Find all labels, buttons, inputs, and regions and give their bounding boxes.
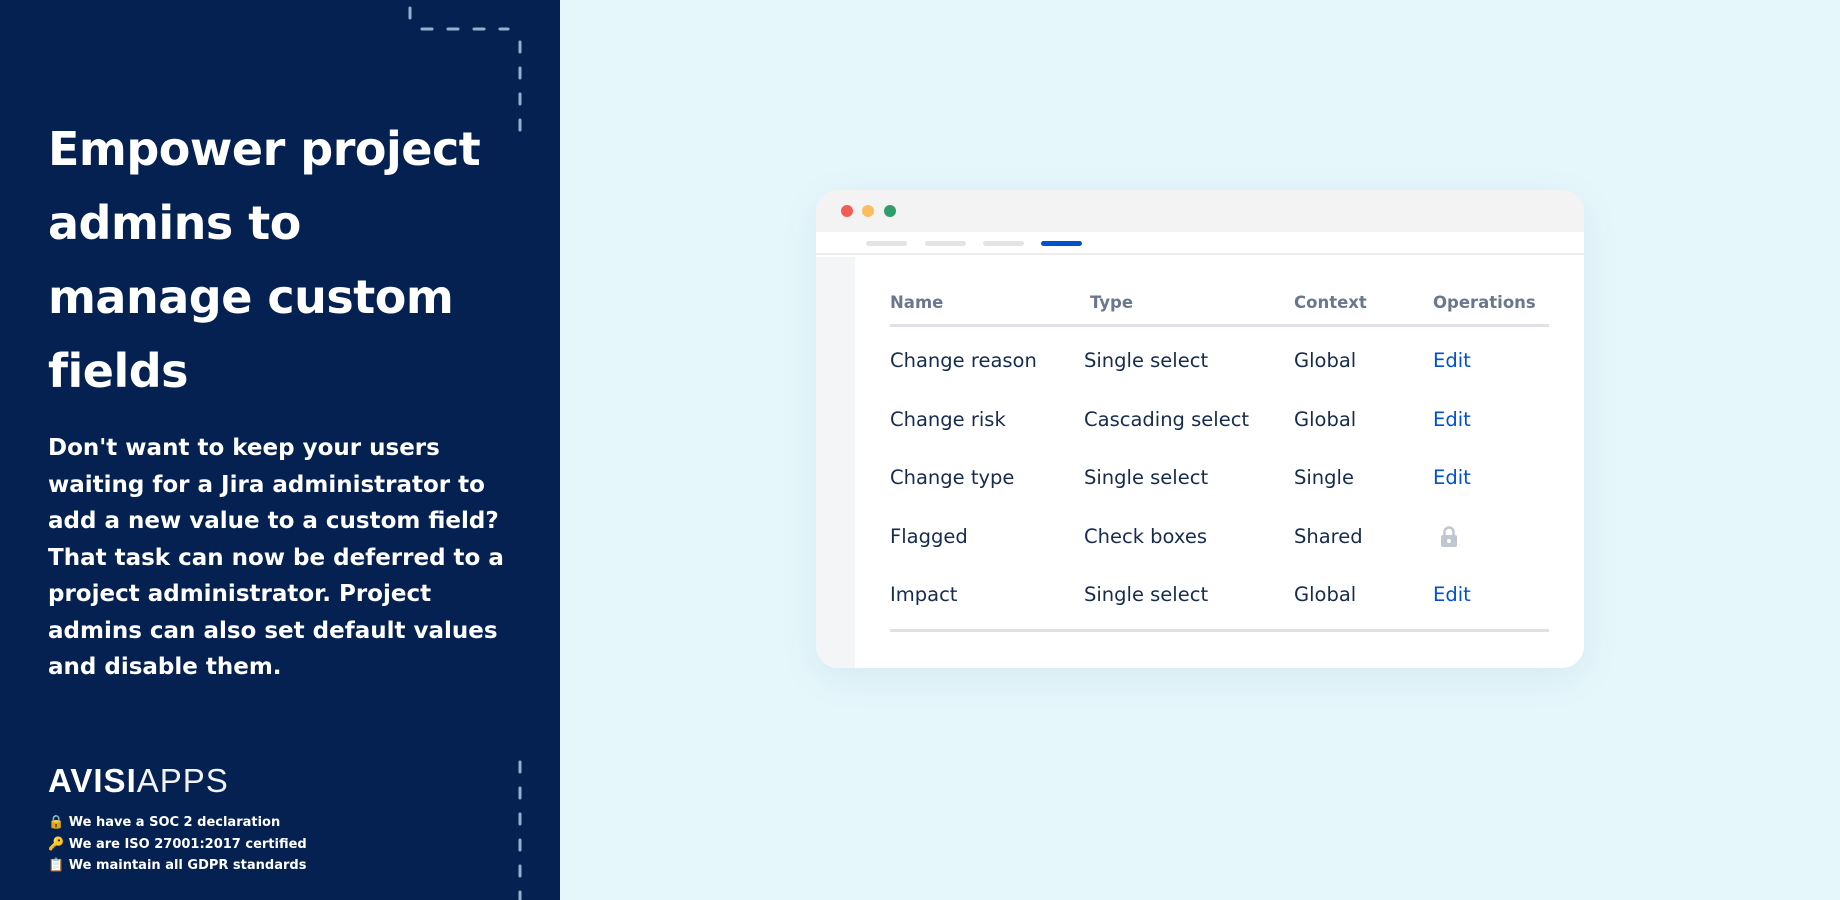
certification-list: 🔒 We have a SOC 2 declaration 🔑 We are I… [48,812,307,877]
cell-context: Global [1294,349,1357,372]
badge-iso: 🔑 We are ISO 27001:2017 certified [48,834,307,856]
description: Don't want to keep your users waiting fo… [48,435,504,680]
dashed-decoration [408,6,522,900]
tab-placeholder[interactable] [866,241,907,246]
cell-context: Single [1294,466,1354,489]
cell-context: Shared [1294,524,1363,548]
edit-link[interactable]: Edit [1433,407,1471,431]
cell-context: Global [1294,583,1357,606]
logo-bold: AVISI [48,762,137,799]
edit-link[interactable]: Edit [1433,466,1471,489]
badge-text: We maintain all GDPR standards [68,858,307,873]
table-bottom-divider [890,629,1549,632]
cell-name: Change reason [890,349,1037,372]
cell-type: Check boxes [1084,524,1207,548]
sidebar [816,257,855,668]
close-dot-icon [841,205,853,217]
cell-type: Single select [1084,583,1209,606]
promo-panel: Empower project admins to manage custom … [0,0,560,900]
edit-link[interactable]: Edit [1433,583,1471,606]
key-icon: 🔑 [48,836,65,852]
cell-name: Change type [890,466,1015,489]
avisi-apps-logo: AVISIAPPS [48,762,229,800]
tab-active[interactable] [1041,241,1082,246]
badge-gdpr: 📋 We maintain all GDPR standards [48,855,307,877]
cell-type: Single select [1084,466,1209,489]
badge-text: We are ISO 27001:2017 certified [68,836,307,852]
header-context: Context [1294,293,1367,312]
app-window-mockup: Name Type Context Operations Change reas… [816,190,1584,668]
header-operations: Operations [1433,293,1536,312]
header-type: Type [1090,293,1134,312]
maximize-dot-icon [884,205,896,217]
tab-placeholder[interactable] [983,241,1024,246]
badge-soc2: 🔒 We have a SOC 2 declaration [48,812,307,834]
clipboard-icon: 📋 [48,858,65,873]
cell-name: Flagged [890,524,968,548]
cell-type: Cascading select [1084,407,1250,431]
header-name: Name [890,293,944,312]
tab-placeholder[interactable] [925,241,966,246]
edit-link[interactable]: Edit [1433,349,1471,372]
lock-icon: 🔒 [48,815,65,830]
tab-strip [816,232,1584,255]
cell-type: Single select [1084,349,1209,372]
minimize-dot-icon [862,205,874,217]
cell-name: Impact [890,583,958,606]
cell-context: Global [1294,407,1357,431]
lock-icon [1440,525,1458,553]
header-divider [890,324,1549,327]
cell-name: Change risk [890,407,1006,431]
page-heading: Empower project admins to manage custom … [48,122,481,398]
window-titlebar [816,190,1584,232]
badge-text: We have a SOC 2 declaration [68,815,281,830]
logo-light: APPS [136,762,229,799]
